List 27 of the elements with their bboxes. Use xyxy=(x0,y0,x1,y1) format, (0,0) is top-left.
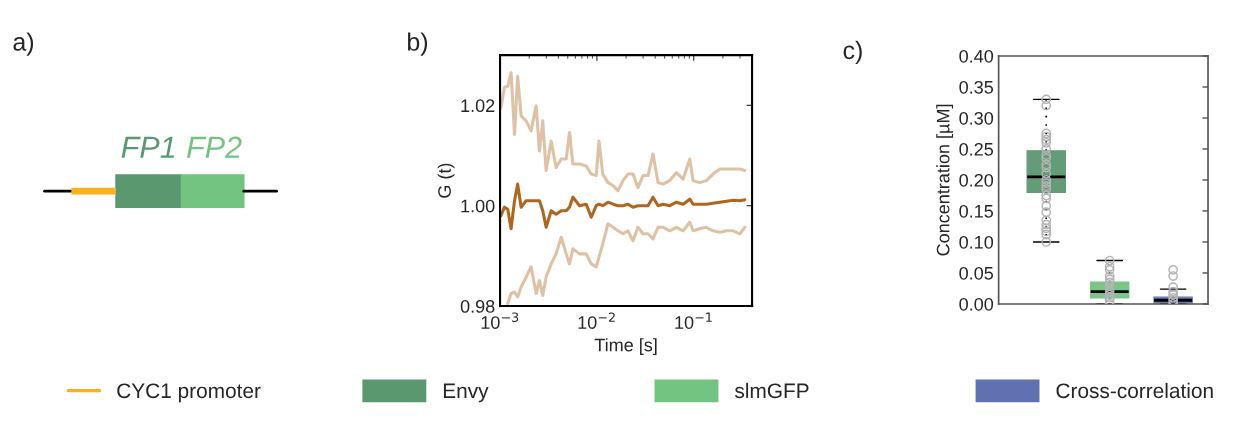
y-tick-label: 0.40 xyxy=(959,49,994,63)
legend-label: CYC1 promoter xyxy=(117,383,261,403)
y-tick-label: 0.20 xyxy=(959,173,994,187)
legend-label: Envy xyxy=(443,383,489,403)
y-tick-label: 0.25 xyxy=(959,142,994,156)
text: a) xyxy=(13,32,34,56)
text: FP2 xyxy=(187,136,242,158)
x-tick-label: 10$^{−2}$ xyxy=(578,312,615,329)
y-tick-label: 1.02 xyxy=(461,99,495,113)
y-tick-label: 0.30 xyxy=(959,111,994,125)
chart-title: b) xyxy=(408,32,428,56)
legend-label: Cross-correlation xyxy=(1056,382,1213,399)
x-tick-label: 10$^{−1}$ xyxy=(675,312,712,329)
y-tick-label: 0.05 xyxy=(959,266,994,280)
y-tick-label: 0.00 xyxy=(959,297,994,311)
legend-label: slmGFP xyxy=(734,382,809,399)
y-tick-label: 0.15 xyxy=(959,204,994,218)
y-axis-title: G (t) xyxy=(437,163,455,198)
y-tick-label: 1.00 xyxy=(461,199,495,213)
y-tick-label: 0.35 xyxy=(959,80,994,94)
text: FP1 xyxy=(121,136,175,158)
y-tick-label: 0.98 xyxy=(460,300,495,313)
chart-title: c) xyxy=(843,40,862,65)
y-tick-label: 0.10 xyxy=(959,235,994,249)
y-axis-title: Concentration [µM] xyxy=(936,104,954,256)
x-axis-title: Time [s] xyxy=(594,338,657,356)
x-tick-label: 10$^{−3}$ xyxy=(481,312,519,329)
